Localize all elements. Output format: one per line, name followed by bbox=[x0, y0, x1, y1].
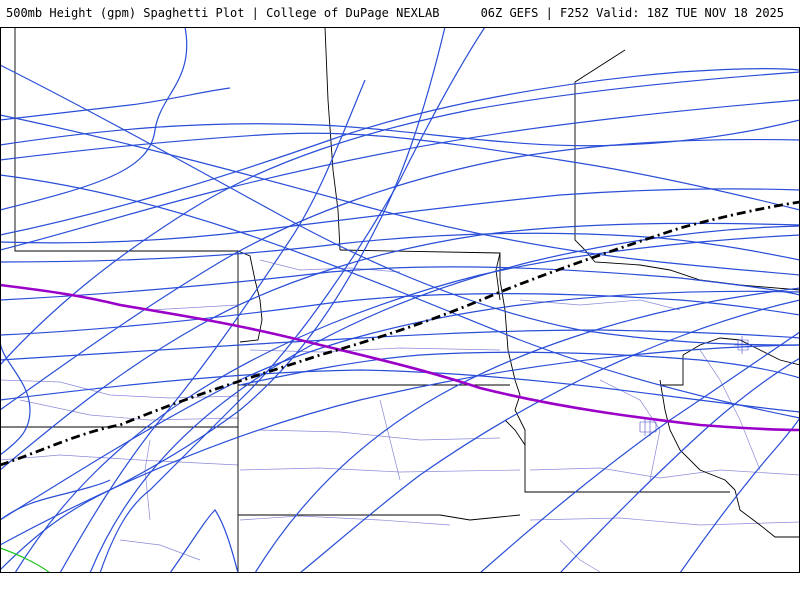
highlight-member-contour bbox=[0, 283, 800, 432]
ensemble-mean-contour bbox=[0, 200, 800, 467]
spaghetti-plot-map bbox=[0, 27, 800, 573]
header-bar: 500mb Height (gpm) Spaghetti Plot | Coll… bbox=[0, 0, 800, 26]
footer-bar bbox=[0, 573, 800, 600]
map-panel bbox=[0, 27, 800, 573]
model-run-info: 06Z GEFS | F252 Valid: 18Z TUE NOV 18 20… bbox=[480, 6, 784, 20]
product-title: 500mb Height (gpm) Spaghetti Plot | Coll… bbox=[6, 6, 440, 20]
ensemble-member-contours bbox=[0, 27, 800, 573]
green-member-contour bbox=[0, 547, 51, 573]
state-borders bbox=[0, 27, 800, 573]
